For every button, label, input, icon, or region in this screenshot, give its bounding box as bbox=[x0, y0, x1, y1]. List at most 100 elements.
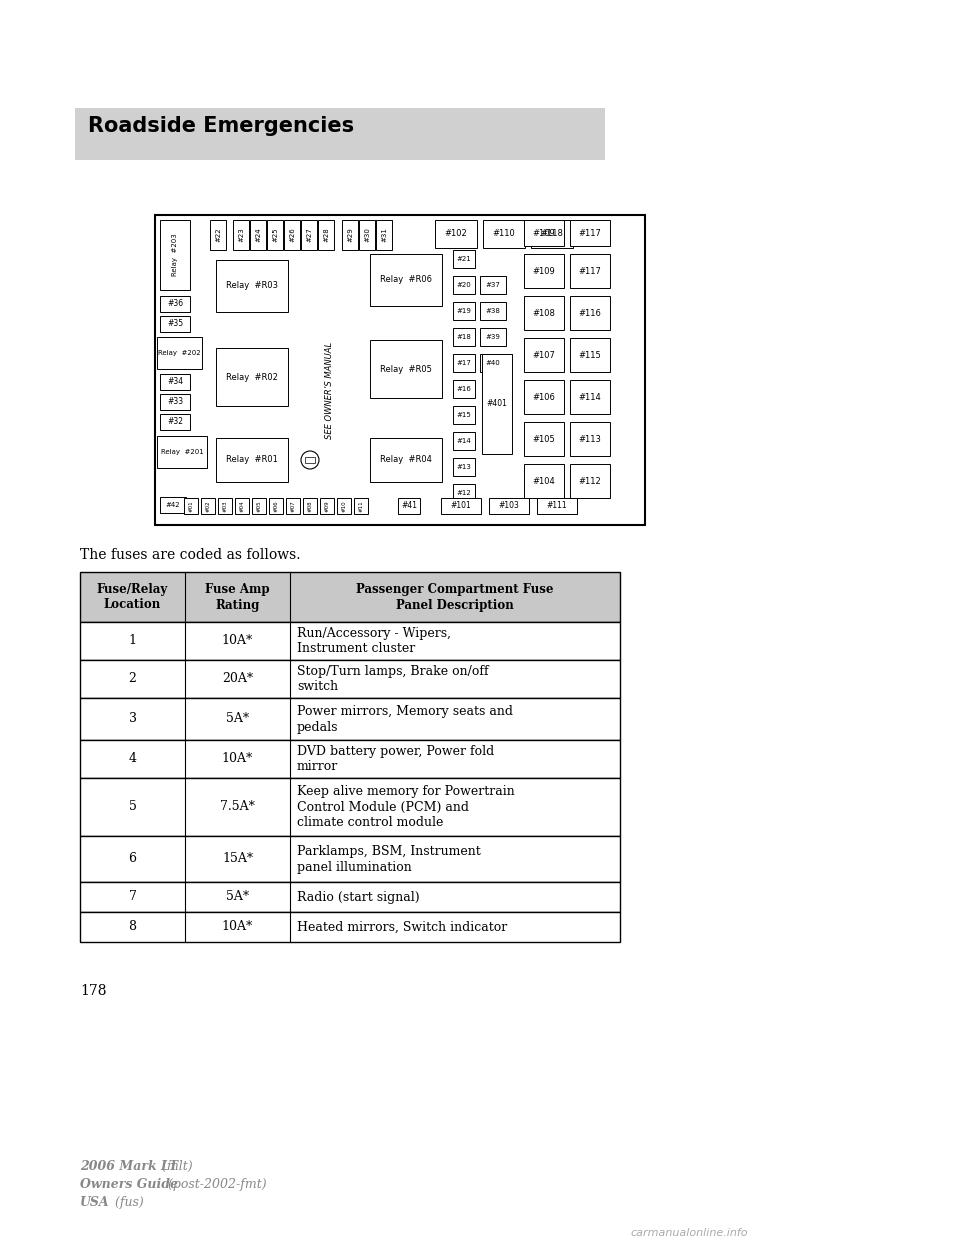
Text: #07: #07 bbox=[291, 501, 296, 512]
Text: Power mirrors, Memory seats and
pedals: Power mirrors, Memory seats and pedals bbox=[297, 704, 513, 734]
Text: 178: 178 bbox=[80, 984, 107, 999]
Bar bbox=[570, 338, 610, 373]
Text: #114: #114 bbox=[579, 392, 601, 401]
Bar bbox=[201, 498, 215, 514]
Text: #106: #106 bbox=[533, 392, 556, 401]
Text: 3: 3 bbox=[129, 713, 136, 725]
Bar bbox=[570, 255, 610, 288]
Bar bbox=[216, 260, 288, 312]
Text: #25: #25 bbox=[272, 227, 278, 242]
Text: #29: #29 bbox=[347, 227, 353, 242]
Text: #03: #03 bbox=[223, 501, 228, 512]
Text: #15: #15 bbox=[457, 412, 471, 419]
Bar bbox=[301, 220, 317, 250]
Text: #116: #116 bbox=[579, 308, 601, 318]
Bar bbox=[370, 438, 442, 482]
Bar bbox=[480, 276, 506, 294]
Text: #28: #28 bbox=[323, 227, 329, 242]
Text: #110: #110 bbox=[492, 230, 516, 238]
Text: (mlt): (mlt) bbox=[158, 1160, 193, 1172]
Text: #12: #12 bbox=[457, 491, 471, 496]
Bar bbox=[284, 220, 300, 250]
Text: #14: #14 bbox=[457, 438, 471, 443]
Text: #23: #23 bbox=[238, 227, 244, 242]
Text: carmanualonline.info: carmanualonline.info bbox=[630, 1228, 748, 1238]
Bar bbox=[489, 498, 529, 514]
Text: 2: 2 bbox=[129, 672, 136, 686]
Text: #38: #38 bbox=[486, 308, 500, 314]
Bar bbox=[80, 836, 620, 882]
Text: #32: #32 bbox=[167, 417, 183, 426]
Text: #107: #107 bbox=[533, 350, 556, 359]
Bar bbox=[157, 436, 207, 468]
Text: #109: #109 bbox=[533, 229, 556, 237]
Text: #01: #01 bbox=[188, 501, 194, 512]
Text: 15A*: 15A* bbox=[222, 852, 253, 866]
Bar bbox=[435, 220, 477, 248]
Text: #42: #42 bbox=[166, 502, 180, 508]
Text: #117: #117 bbox=[579, 267, 601, 276]
Bar bbox=[160, 374, 190, 390]
Text: Heated mirrors, Switch indicator: Heated mirrors, Switch indicator bbox=[297, 920, 507, 934]
Text: #39: #39 bbox=[486, 334, 500, 340]
Bar bbox=[80, 660, 620, 698]
Text: #36: #36 bbox=[167, 299, 183, 308]
Text: #117: #117 bbox=[579, 229, 601, 237]
Bar bbox=[453, 328, 475, 347]
Bar bbox=[370, 255, 442, 306]
Text: Relay  #R04: Relay #R04 bbox=[380, 456, 432, 465]
Text: #02: #02 bbox=[205, 501, 210, 512]
Text: Relay  #202: Relay #202 bbox=[158, 350, 201, 356]
Bar bbox=[570, 465, 610, 498]
Text: #101: #101 bbox=[450, 502, 471, 510]
Bar bbox=[453, 484, 475, 502]
Bar bbox=[570, 220, 610, 246]
Bar bbox=[155, 215, 645, 525]
Text: #112: #112 bbox=[579, 477, 601, 486]
Text: #26: #26 bbox=[289, 227, 295, 242]
Text: #103: #103 bbox=[498, 502, 519, 510]
Text: Keep alive memory for Powertrain
Control Module (PCM) and
climate control module: Keep alive memory for Powertrain Control… bbox=[297, 785, 515, 830]
Text: Parklamps, BSM, Instrument
panel illumination: Parklamps, BSM, Instrument panel illumin… bbox=[297, 845, 481, 873]
Text: #11: #11 bbox=[358, 501, 364, 512]
Text: #40: #40 bbox=[486, 360, 500, 366]
Text: #113: #113 bbox=[579, 435, 601, 443]
Bar bbox=[376, 220, 392, 250]
Text: #111: #111 bbox=[546, 502, 567, 510]
Bar bbox=[524, 220, 564, 246]
Bar bbox=[160, 220, 190, 289]
Text: Run/Accessory - Wipers,
Instrument cluster: Run/Accessory - Wipers, Instrument clust… bbox=[297, 626, 451, 656]
Bar bbox=[354, 498, 368, 514]
Bar bbox=[453, 276, 475, 294]
Text: The fuses are coded as follows.: The fuses are coded as follows. bbox=[80, 548, 300, 561]
Bar bbox=[318, 220, 334, 250]
Bar bbox=[160, 296, 190, 312]
Bar bbox=[482, 354, 512, 455]
Bar bbox=[453, 250, 475, 268]
Text: Radio (start signal): Radio (start signal) bbox=[297, 891, 420, 903]
Text: Roadside Emergencies: Roadside Emergencies bbox=[88, 116, 354, 137]
Bar bbox=[524, 338, 564, 373]
Text: #19: #19 bbox=[457, 308, 471, 314]
Text: #04: #04 bbox=[239, 501, 245, 512]
Bar bbox=[80, 698, 620, 740]
Bar bbox=[441, 498, 481, 514]
Bar bbox=[75, 108, 605, 160]
Bar bbox=[524, 465, 564, 498]
Text: #105: #105 bbox=[533, 435, 556, 443]
Bar bbox=[337, 498, 351, 514]
Bar bbox=[216, 438, 288, 482]
Bar bbox=[570, 296, 610, 330]
Text: 7: 7 bbox=[129, 891, 136, 903]
Text: #21: #21 bbox=[457, 256, 471, 262]
Bar bbox=[537, 498, 577, 514]
Bar bbox=[267, 220, 283, 250]
Bar bbox=[286, 498, 300, 514]
Bar bbox=[184, 498, 198, 514]
Bar bbox=[160, 394, 190, 410]
Text: 10A*: 10A* bbox=[222, 920, 253, 934]
Text: #22: #22 bbox=[215, 227, 221, 242]
Bar bbox=[570, 422, 610, 456]
Text: #41: #41 bbox=[401, 502, 417, 510]
Bar bbox=[342, 220, 358, 250]
